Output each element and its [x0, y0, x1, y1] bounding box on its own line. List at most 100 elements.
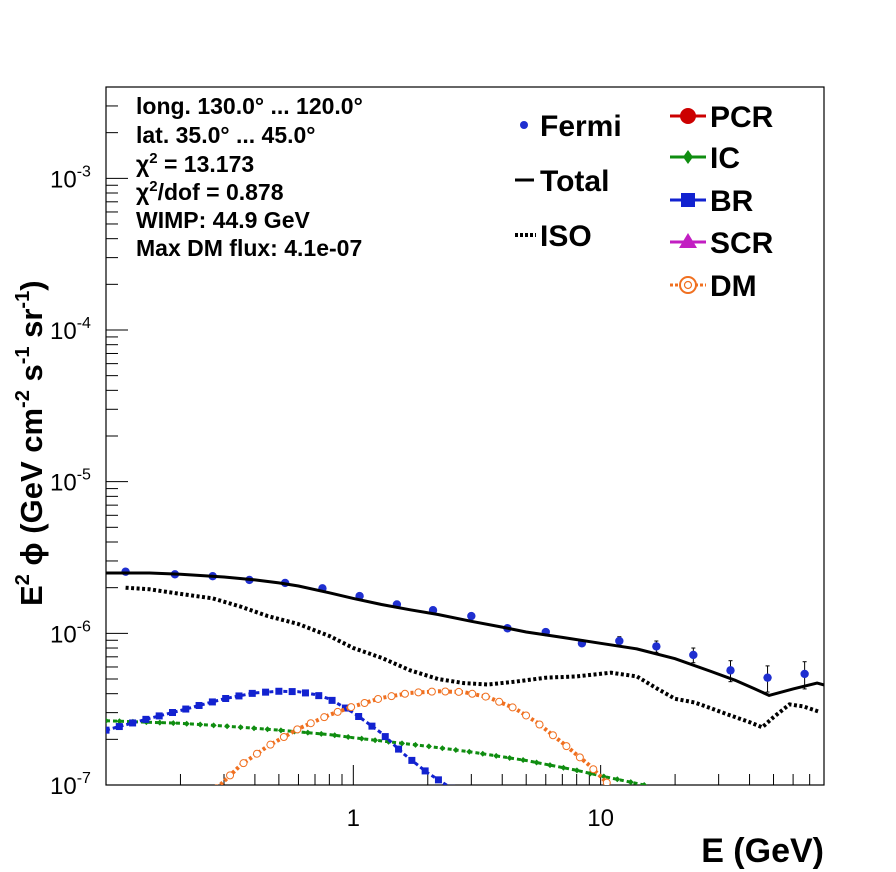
legend-left: Fermi Total ISO [515, 110, 622, 253]
series-dm-marker [481, 692, 490, 701]
series-ic-marker [533, 759, 540, 766]
series-ic-marker [156, 719, 163, 726]
y-tick-label: 10-5 [50, 467, 91, 497]
y-tick-label: 10-3 [50, 163, 91, 193]
series-ic-marker [627, 779, 634, 785]
series-br-marker [222, 694, 230, 702]
series-iso [125, 585, 820, 730]
series-ic-marker [106, 717, 109, 724]
legend-marker-pcr [680, 108, 696, 124]
legend-label-iso: ISO [540, 220, 592, 253]
series-br-marker [341, 704, 349, 712]
series-dm-marker [522, 711, 531, 720]
series-ic-marker [116, 718, 123, 725]
y-tick-label: 10-6 [50, 618, 91, 648]
series-ic-marker [224, 723, 231, 730]
series-dm-marker [548, 731, 557, 740]
series-ic-marker [183, 720, 190, 727]
x-tick-label: 10 [587, 805, 614, 832]
series-dm-marker [360, 698, 369, 707]
series-ic-marker [412, 741, 419, 748]
series-ic-marker [318, 730, 325, 737]
series-dm-marker [589, 765, 598, 774]
series-br-marker [129, 719, 137, 727]
legend-label-dm: DM [710, 270, 757, 303]
series-iso-line [125, 585, 820, 730]
series-ic-marker [466, 748, 473, 755]
series-ic-marker [345, 734, 352, 741]
legend-label-total: Total [540, 165, 609, 198]
legend-marker-dm-inner [683, 280, 693, 290]
legend-marker-ic [683, 150, 693, 164]
x-tick-label: 1 [347, 805, 360, 832]
series-dm-marker [239, 759, 248, 768]
series-br-marker [315, 692, 323, 700]
series-dm-marker [414, 688, 423, 697]
series-br-marker [208, 698, 216, 706]
annotation-max-dm-flux: Max DM flux: 4.1e-07 [136, 235, 362, 261]
series-ic-marker [399, 740, 406, 747]
series-br-marker [235, 692, 243, 700]
series-ic-marker [641, 782, 648, 785]
series-layer [106, 567, 824, 799]
series-ic-marker [331, 732, 338, 739]
series-ic-marker [547, 762, 554, 769]
series-ic-marker [493, 752, 500, 759]
series-dm-marker [293, 725, 302, 734]
series-ic-marker [439, 745, 446, 752]
series-dm-marker [266, 740, 275, 749]
x-tick-labels: 1 10 [347, 805, 614, 832]
series-ic-marker [425, 743, 432, 750]
series-br-marker [155, 712, 163, 720]
series-total-line [106, 571, 824, 697]
series-dm-marker [279, 733, 288, 742]
series-br-marker [408, 756, 416, 764]
annotation-longitude: long. 130.0° ... 120.0° [136, 93, 363, 119]
series-ic-marker [506, 754, 513, 761]
series-br-marker [328, 696, 336, 704]
fermi-point [800, 669, 809, 679]
fermi-point [726, 666, 735, 675]
series-br-marker [448, 784, 456, 785]
series-ic-marker [479, 750, 486, 757]
series-ic-marker [210, 722, 217, 729]
series-dm-marker [468, 689, 477, 698]
series-ic-marker [560, 764, 567, 771]
series-br-marker [248, 689, 256, 697]
series-dm-marker [333, 707, 342, 716]
legend-label-scr: SCR [710, 227, 774, 260]
series-dm-marker [387, 692, 396, 701]
legend-marker-scr [679, 233, 697, 248]
series-br [106, 687, 456, 785]
series-dm-marker [602, 778, 611, 785]
series-dm-marker [562, 742, 571, 751]
series-br-marker [421, 767, 429, 775]
annotation-block: long. 130.0° ... 120.0° lat. 35.0° ... 4… [136, 93, 363, 261]
series-br-marker [275, 687, 283, 695]
series-ic-marker [452, 746, 459, 753]
series-dm [214, 687, 624, 799]
axis-ticks [105, 86, 825, 786]
legend-right: PCR IC BR SCR DM [670, 101, 774, 303]
series-ic-marker [573, 767, 580, 774]
series-total [106, 571, 824, 697]
series-dm-marker [617, 792, 624, 799]
series-br-marker [262, 688, 270, 696]
series-dm-marker [347, 703, 356, 712]
legend-label-fermi: Fermi [540, 110, 622, 143]
series-ic-marker [170, 720, 177, 727]
series-ic-line [106, 719, 645, 785]
series-br-marker [115, 723, 123, 731]
series-dm-marker [306, 719, 315, 728]
fermi-point [652, 642, 661, 651]
legend-label-ic: IC [710, 142, 740, 175]
series-dm-line [217, 689, 613, 785]
series-dm-marker [374, 694, 383, 703]
series-dm-marker [535, 720, 544, 729]
legend-label-pcr: PCR [710, 101, 774, 134]
series-dm-marker [214, 784, 219, 785]
series-br-marker [106, 726, 110, 734]
series-ic-marker [237, 724, 244, 731]
series-dm-marker [320, 713, 329, 722]
